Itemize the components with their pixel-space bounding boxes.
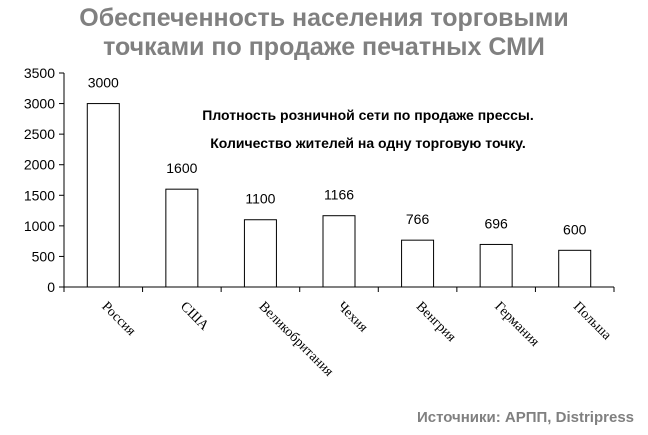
y-tick-label: 3500 — [24, 65, 55, 81]
y-tick-label: 3000 — [24, 96, 55, 112]
category-label: Венгрия — [413, 299, 459, 345]
y-tick-label: 1000 — [24, 218, 55, 234]
category-label: США — [177, 299, 212, 334]
bar-4 — [322, 215, 356, 288]
data-label: 766 — [406, 211, 430, 227]
bar-3 — [243, 219, 277, 288]
bar-1 — [86, 103, 120, 288]
data-labels: 3000 1600 1100 1166 766 696 600 — [88, 75, 587, 238]
data-label: 600 — [563, 221, 587, 237]
category-label: Великобритания — [256, 299, 337, 380]
chart-title: Обеспеченность населения торговыми точка… — [0, 4, 648, 62]
y-tick-label: 2500 — [24, 126, 55, 142]
y-tick-label: 1500 — [24, 187, 55, 203]
source-note: Источники: АРПП, Distripress — [416, 409, 634, 426]
bar-5 — [401, 239, 435, 288]
bar-2 — [165, 188, 199, 288]
data-label: 1600 — [166, 160, 197, 176]
annotation-line-2: Количество жителей на одну торговую точк… — [210, 135, 526, 151]
y-tick-label: 500 — [32, 248, 56, 264]
y-tick-label: 2000 — [24, 157, 55, 173]
bar-6 — [479, 243, 513, 288]
bar-7 — [558, 249, 592, 288]
data-label: 1100 — [245, 191, 275, 207]
category-label: Польша — [570, 299, 615, 344]
chart-title-line-1: Обеспеченность населения торговыми — [79, 4, 569, 32]
chart-title-line-2: точками по продаже печатных СМИ — [103, 33, 545, 61]
category-label: Чехия — [334, 299, 371, 336]
y-tick-label: 0 — [47, 279, 55, 295]
category-label: Россия — [98, 299, 138, 339]
data-label: 696 — [484, 215, 508, 231]
category-label: Германия — [491, 299, 542, 350]
data-label: 3000 — [88, 75, 119, 91]
axes: 0 500 1000 1500 2000 2500 3000 3500 — [24, 65, 615, 295]
annotation-line-1: Плотность розничной сети по продаже прес… — [202, 107, 534, 123]
data-label: 1166 — [324, 187, 354, 203]
bars — [86, 103, 592, 288]
